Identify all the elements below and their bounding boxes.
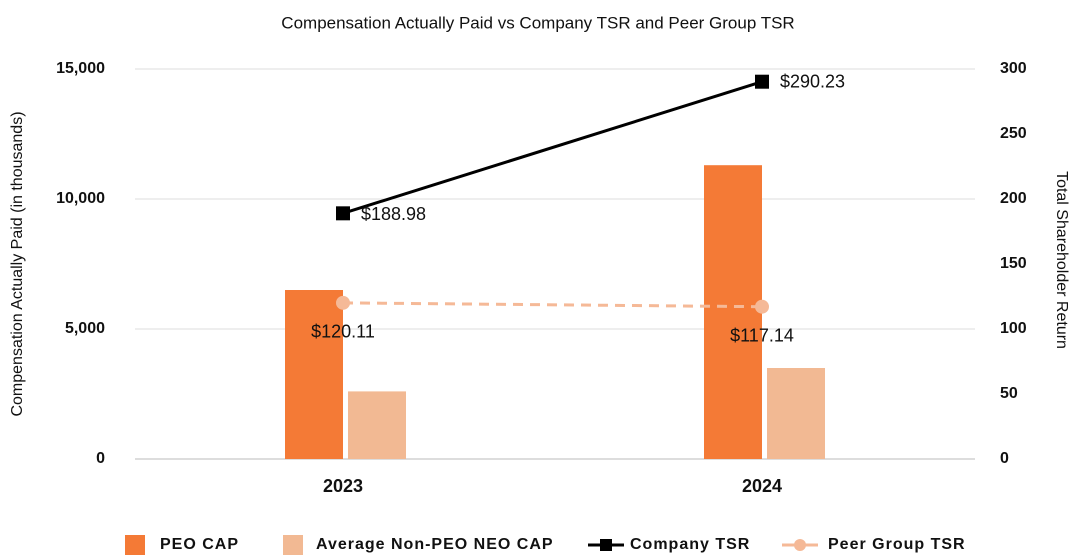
legend-label: Company TSR — [630, 536, 750, 553]
y2-axis-title: Total Shareholder Return — [1053, 171, 1070, 349]
x-tick-label: 2024 — [742, 476, 782, 496]
bar — [704, 165, 762, 459]
y-tick-label: 10,000 — [56, 190, 105, 207]
chart-title: Compensation Actually Paid vs Company TS… — [281, 13, 794, 32]
y-tick-label: 5,000 — [65, 320, 105, 337]
legend-marker — [600, 539, 612, 551]
legend-swatch — [283, 535, 303, 555]
y2-tick-label: 100 — [1000, 320, 1027, 337]
line — [342, 80, 763, 215]
marker — [336, 295, 350, 310]
y2-tick-label: 250 — [1000, 125, 1027, 142]
legend-label: Average Non-PEO NEO CAP — [316, 536, 554, 553]
bar — [285, 290, 343, 459]
bar — [767, 368, 825, 459]
x-tick-label: 2023 — [323, 476, 363, 496]
y2-tick-label: 300 — [1000, 60, 1027, 77]
legend-label: PEO CAP — [160, 536, 239, 553]
data-label: $117.14 — [730, 325, 794, 345]
legend-marker — [794, 539, 806, 551]
data-label: $290.23 — [780, 71, 845, 91]
line — [342, 301, 763, 309]
marker — [336, 206, 350, 221]
y-tick-label: 15,000 — [56, 60, 105, 77]
data-label: $120.11 — [311, 322, 375, 342]
y2-tick-label: 50 — [1000, 385, 1018, 402]
legend-swatch — [125, 535, 145, 555]
y-axis-title: Compensation Actually Paid (in thousands… — [9, 111, 26, 416]
legend-label: Peer Group TSR — [828, 536, 966, 553]
y2-tick-label: 0 — [1000, 450, 1009, 467]
y-tick-label: 0 — [96, 450, 105, 467]
y2-tick-label: 150 — [1000, 255, 1027, 272]
marker — [755, 299, 769, 314]
y2-tick-label: 200 — [1000, 190, 1027, 207]
marker — [755, 74, 769, 89]
data-label: $188.98 — [361, 204, 426, 224]
bar — [348, 391, 406, 459]
